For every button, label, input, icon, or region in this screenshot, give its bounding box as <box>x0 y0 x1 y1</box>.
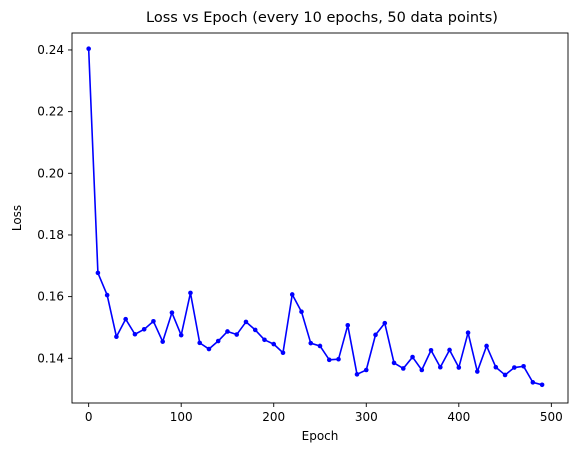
data-point <box>215 338 221 344</box>
x-tick-label: 400 <box>447 410 470 424</box>
y-axis-ticks: 0.14 0.16 0.18 0.20 0.22 0.24 <box>37 43 72 365</box>
plot-area <box>86 46 545 388</box>
data-point <box>539 382 545 388</box>
data-point <box>160 339 165 344</box>
data-point <box>132 331 138 337</box>
data-point <box>234 332 240 337</box>
data-point <box>410 354 415 360</box>
data-point <box>178 332 184 338</box>
data-point <box>391 360 397 366</box>
data-point <box>114 334 119 340</box>
data-point <box>243 319 249 325</box>
data-point <box>317 343 323 349</box>
x-tick-label: 0 <box>85 410 93 424</box>
data-point <box>456 365 462 370</box>
data-point <box>225 329 230 334</box>
data-point <box>104 292 110 298</box>
data-point <box>502 372 508 378</box>
y-axis-label: Loss <box>10 205 24 231</box>
loss-series-line <box>87 48 543 386</box>
data-point <box>400 366 406 371</box>
data-point <box>475 369 480 374</box>
data-point <box>354 372 360 377</box>
data-point <box>447 347 452 353</box>
data-point <box>86 46 91 52</box>
y-tick-label: 0.18 <box>37 228 64 242</box>
data-point <box>151 318 156 324</box>
data-point <box>345 323 351 328</box>
data-point <box>289 292 295 297</box>
data-point <box>169 310 175 315</box>
x-axis-ticks: 0 100 200 300 400 500 <box>85 403 563 424</box>
data-point <box>382 320 388 326</box>
data-point <box>465 330 471 336</box>
data-point <box>197 340 202 346</box>
data-point <box>188 290 193 296</box>
data-point <box>262 337 267 343</box>
y-tick-label: 0.20 <box>37 166 64 180</box>
data-point <box>252 327 258 333</box>
chart-title: Loss vs Epoch (every 10 epochs, 50 data … <box>146 10 498 26</box>
x-tick-label: 300 <box>355 410 378 424</box>
data-point <box>512 365 517 370</box>
data-point <box>493 364 499 370</box>
data-point <box>438 364 443 370</box>
data-point <box>530 380 536 385</box>
data-point <box>206 346 212 352</box>
data-point <box>271 341 277 347</box>
data-point <box>363 367 369 373</box>
x-tick-label: 500 <box>540 410 563 424</box>
data-point <box>428 347 434 353</box>
data-point <box>280 350 286 356</box>
y-tick-label: 0.14 <box>37 351 64 365</box>
data-point <box>484 343 489 349</box>
y-tick-label: 0.24 <box>37 43 64 57</box>
data-point <box>308 340 314 346</box>
data-point <box>373 332 378 338</box>
x-tick-label: 100 <box>170 410 193 424</box>
x-axis-label: Epoch <box>302 429 339 443</box>
data-point <box>123 316 128 322</box>
data-point <box>326 357 332 363</box>
data-point <box>419 367 425 373</box>
x-tick-label: 200 <box>262 410 285 424</box>
axes-frame <box>71 32 569 404</box>
data-point <box>336 356 341 362</box>
data-point <box>95 270 101 276</box>
data-point <box>521 364 526 369</box>
data-point <box>299 309 304 315</box>
y-tick-label: 0.22 <box>37 105 64 119</box>
data-point <box>141 327 147 332</box>
y-tick-label: 0.16 <box>37 290 64 304</box>
